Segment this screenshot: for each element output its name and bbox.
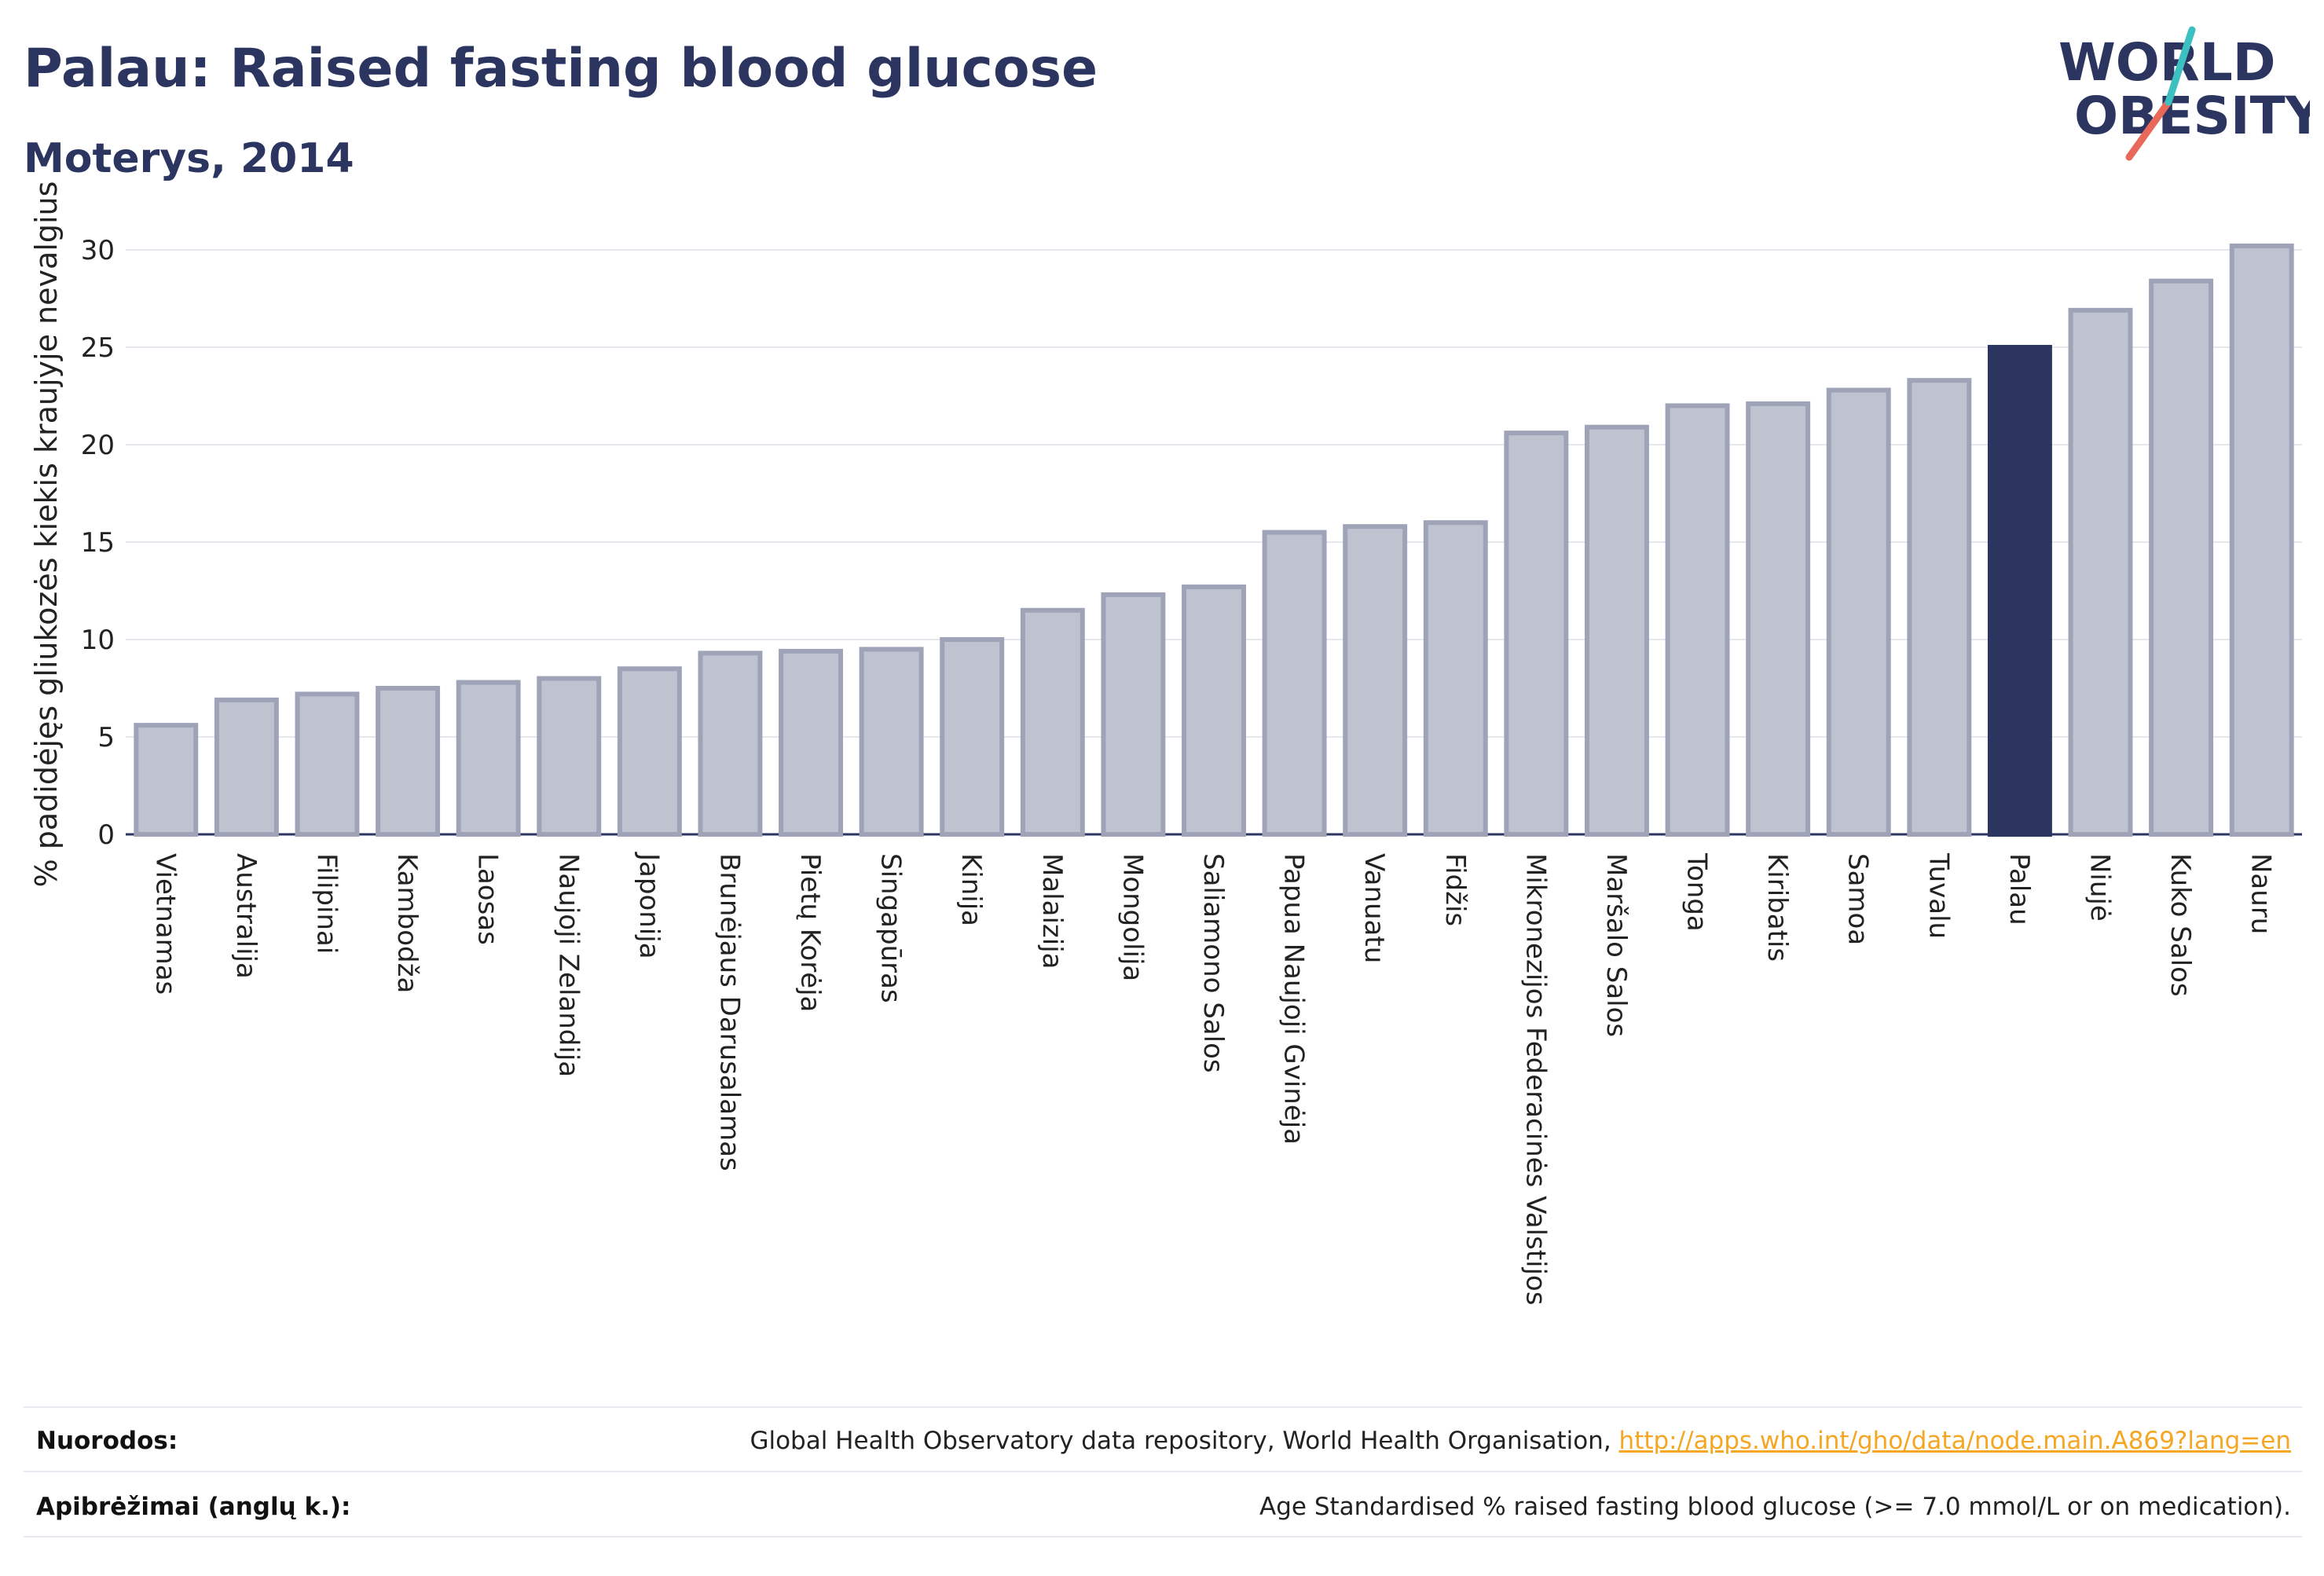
logo-slash-teal <box>2165 26 2196 106</box>
world-obesity-logo: WORLD OBESITY <box>2058 26 2310 161</box>
x-tick-label: Vietnamas <box>149 853 181 995</box>
bar-nauru <box>2229 244 2294 837</box>
x-tick-label: Samoa <box>1842 853 1874 945</box>
sources-value: Global Health Observatory data repositor… <box>750 1427 2291 1455</box>
bar-mikronezijos-federacinės-valstijos <box>1504 431 1569 837</box>
bar-papua-naujoji-gvinėja <box>1262 530 1327 837</box>
bar-samoa <box>1826 387 1891 837</box>
x-tick-label: Laosas <box>472 853 504 945</box>
x-tick-label: Tonga <box>1681 852 1713 932</box>
bar-pietų-korėja <box>779 648 843 837</box>
logo-slash-red <box>2125 98 2172 161</box>
x-tick-label: Singapūras <box>875 853 907 1003</box>
x-tick-label: Fidžis <box>1439 853 1471 926</box>
bar-vanuatu <box>1343 524 1408 837</box>
x-tick-label: Mongolija <box>1116 853 1148 981</box>
bar-australija <box>214 697 279 837</box>
bar-vietnamas <box>134 723 199 837</box>
x-tick-label: Mikronezijos Federacinės Valstijos <box>1519 853 1551 1305</box>
y-tick-label: 5 <box>97 722 115 753</box>
x-tick-label: Maršalo Salos <box>1600 853 1632 1037</box>
bar-naujoji-zelandija <box>537 676 602 837</box>
x-tick-label: Naujoji Zelandija <box>552 853 584 1077</box>
bar-tonga <box>1665 403 1730 837</box>
y-tick-label: 10 <box>81 625 115 656</box>
logo-word-obesity: OBESITY <box>2074 86 2310 146</box>
x-tick-label: Malaizija <box>1036 853 1068 969</box>
bar-kambodža <box>376 686 441 837</box>
y-tick-labels: 0 5 10 15 20 25 30 <box>81 235 115 851</box>
bar-chart: 0 5 10 15 20 25 30 Vietnamas Australija Filipina… <box>29 181 2302 1305</box>
x-tick-label: Kiribatis <box>1761 853 1793 962</box>
y-axis-label: % padidėjęs gliukozės kiekis kraujyje ne… <box>29 181 64 888</box>
bars <box>134 244 2294 837</box>
bar-niujė <box>2068 307 2133 837</box>
x-tick-label: Kuko Salos <box>2165 853 2196 997</box>
logo-word-world: WORLD <box>2058 32 2276 93</box>
x-tick-label: Papua Naujoji Gvinėja <box>1278 853 1310 1145</box>
x-tick-label: Saliamono Salos <box>1197 853 1229 1073</box>
x-tick-labels: Vietnamas Australija Filipinai Kambodža Laos… <box>149 852 2276 1305</box>
bar-malaizija <box>1020 607 1085 837</box>
footer-divider <box>24 1406 2302 1408</box>
definitions-value: Age Standardised % raised fasting blood … <box>1259 1493 2291 1521</box>
y-tick-label: 25 <box>81 332 115 364</box>
bar-maršalo-salos <box>1585 424 1649 837</box>
bar-saliamono-salos <box>1182 585 1246 837</box>
bar-kiribatis <box>1746 401 1811 837</box>
y-tick-label: 0 <box>97 819 115 851</box>
x-tick-label: Tuvalu <box>1923 852 1954 939</box>
y-tick-label: 20 <box>81 430 115 461</box>
bar-tuvalu <box>1907 378 1972 837</box>
footer-divider <box>24 1471 2302 1472</box>
bar-palau <box>1987 345 2052 837</box>
y-tick-label: 15 <box>81 527 115 559</box>
x-tick-label: Kinija <box>955 853 987 926</box>
bar-kuko-salos <box>2149 278 2214 837</box>
x-tick-label: Pietų Korėja <box>794 853 826 1012</box>
bar-mongolija <box>1101 592 1166 837</box>
sources-label: Nuorodos: <box>36 1427 178 1455</box>
bar-kinija <box>940 637 1005 837</box>
x-tick-label: Nauru <box>2245 853 2277 934</box>
bar-brunėjaus-darusalamas <box>698 651 763 837</box>
chart-subtitle: Moterys, 2014 <box>24 135 354 182</box>
x-tick-label: Filipinai <box>310 853 342 954</box>
chart-title: Palau: Raised fasting blood glucose <box>24 38 1098 100</box>
footer-divider <box>24 1536 2302 1538</box>
bar-singapūras <box>859 647 924 837</box>
bar-laosas <box>456 680 521 837</box>
definitions-label: Apibrėžimai (anglų k.): <box>36 1493 351 1521</box>
y-tick-label: 30 <box>81 235 115 266</box>
x-tick-label: Australija <box>230 853 262 979</box>
bar-japonija <box>617 666 682 837</box>
x-tick-label: Kambodža <box>391 853 423 993</box>
x-tick-label: Niujė <box>2084 853 2116 922</box>
x-tick-label: Brunėjaus Darusalamas <box>713 853 745 1171</box>
sources-link[interactable]: http://apps.who.int/gho/data/node.main.A… <box>1618 1427 2291 1455</box>
bar-filipinai <box>295 691 360 837</box>
bar-fidžis <box>1423 520 1488 837</box>
x-tick-label: Palau <box>2003 853 2035 925</box>
x-tick-label: Japonija <box>633 852 665 959</box>
x-tick-label: Vanuatu <box>1358 853 1390 963</box>
sources-text: Global Health Observatory data repositor… <box>750 1427 1619 1455</box>
